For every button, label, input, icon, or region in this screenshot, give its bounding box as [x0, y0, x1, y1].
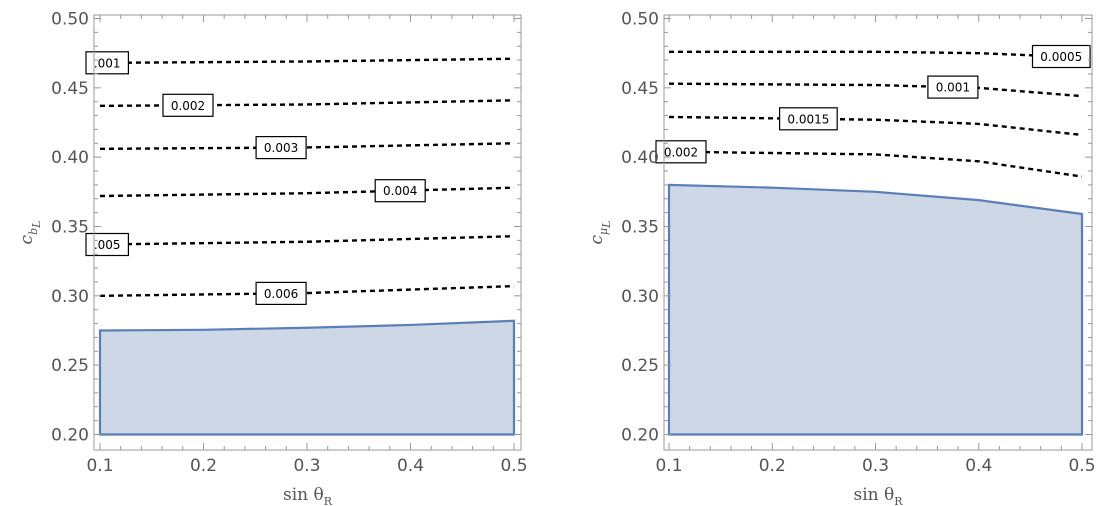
y-tick-label: 0.40 — [51, 148, 89, 168]
contour-label-text: 0.006 — [264, 287, 298, 301]
y-tick-label: 0.50 — [621, 10, 659, 30]
contour-label-text: .005 — [94, 238, 121, 252]
contour-label-text: 0.0015 — [787, 112, 829, 126]
x-tick-label: 0.2 — [759, 456, 786, 476]
x-tick-label: 0.5 — [1068, 456, 1095, 476]
x-tick-label: 0.5 — [500, 456, 527, 476]
x-tick-label: 0.3 — [862, 456, 889, 476]
left-panel-cbl: .001 0.002 0.003 0.004 .005 0.006 0.1 0.2 0.3 0.4… — [17, 10, 528, 506]
contour-label-text: 0.003 — [264, 141, 298, 155]
contour-line-1 — [99, 99, 515, 108]
y-tick-label: 0.50 — [51, 10, 89, 30]
x-axis-label: sin θR — [283, 485, 333, 506]
x-tick-label: 0.4 — [965, 456, 992, 476]
x-tick-label: 0.1 — [655, 456, 682, 476]
y-tick-label: 0.35 — [621, 218, 659, 238]
contour-label-0: 0.0005 — [1031, 44, 1091, 69]
y-tick-label: 0.20 — [621, 426, 659, 446]
y-tick-label: 0.45 — [51, 79, 89, 99]
contour-label-2: 0.0015 — [778, 107, 838, 131]
x-tick-label: 0.1 — [86, 456, 113, 476]
y-axis-label: cμL — [587, 221, 613, 245]
y-tick-label: 0.30 — [51, 287, 89, 307]
contour-line-1 — [668, 82, 1083, 98]
contour-line-2 — [99, 142, 515, 151]
allowed-region — [667, 183, 1084, 436]
contour-label-text: .001 — [94, 56, 121, 70]
contour-label-text: 0.002 — [664, 145, 698, 159]
y-tick-label: 0.25 — [51, 356, 89, 376]
contour-label-5: 0.006 — [255, 281, 307, 305]
x-tick-label: 0.2 — [190, 456, 217, 476]
contour-line-0 — [99, 57, 515, 65]
contour-label-text: 0.0005 — [1040, 50, 1082, 64]
allowed-region — [98, 319, 516, 436]
contour-label-2: 0.003 — [255, 136, 307, 160]
x-axis-label: sin θR — [853, 485, 903, 506]
contour-line-3 — [99, 186, 515, 198]
contour-label-text: 0.002 — [171, 99, 205, 113]
contour-line-3 — [668, 150, 1083, 178]
contour-label-0: .001 — [85, 51, 130, 75]
x-tick-label: 0.3 — [293, 456, 320, 476]
contour-label-text: 0.001 — [936, 81, 970, 95]
contour-label-1: 0.001 — [927, 75, 979, 99]
contour-line-2 — [668, 115, 1083, 137]
x-tick-label: 0.4 — [397, 456, 424, 476]
y-tick-label: 0.20 — [51, 426, 89, 446]
contour-label-text: 0.004 — [383, 184, 417, 198]
contour-label-1: 0.002 — [162, 93, 214, 117]
y-tick-label: 0.35 — [51, 218, 89, 238]
y-axis-label: cbL — [17, 221, 43, 245]
contour-line-0 — [669, 50, 1083, 59]
y-tick-label: 0.45 — [621, 79, 659, 99]
contour-label-4: .005 — [85, 232, 130, 257]
contour-line-5 — [99, 284, 515, 298]
right-panel-cmul: 0.0005 0.001 0.0015 0.002 0.1 0.2 0.3 0.4 0.5 0.2… — [587, 10, 1096, 506]
plot-frame — [663, 14, 1093, 451]
y-tick-label: 0.25 — [621, 356, 659, 376]
contour-label-3: 0.004 — [374, 179, 426, 203]
contour-line-4 — [99, 235, 515, 246]
y-tick-label: 0.30 — [621, 287, 659, 307]
y-tick-label: 0.40 — [621, 148, 659, 168]
